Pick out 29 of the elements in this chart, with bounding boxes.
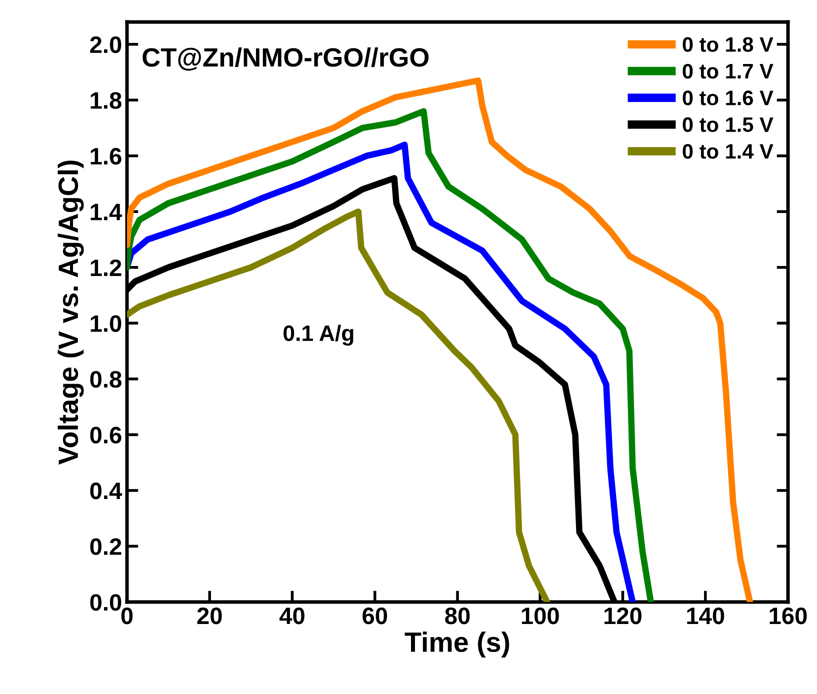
y-tick-label: 2.0 (90, 36, 122, 54)
legend-label: 0 to 1.4 V (682, 144, 774, 159)
x-tick-label: 140 (687, 607, 724, 624)
x-tick-label: 60 (362, 607, 388, 624)
y-tick-label: 1.8 (90, 92, 122, 109)
x-tick-label: 0 (121, 607, 133, 624)
x-tick-label: 120 (604, 607, 642, 624)
y-tick-label: 0.6 (90, 426, 122, 444)
legend-label: 0 to 1.6 V (682, 90, 774, 106)
x-tick-label: 80 (445, 607, 470, 624)
y-tick-label: 0.4 (90, 482, 122, 500)
y-tick-label: 1.2 (90, 259, 122, 276)
y-axis-title: Voltage (V vs. Ag/AgCl) (58, 160, 84, 465)
legend-label: 0 to 1.7 V (682, 64, 774, 79)
y-tick-label: 0.2 (90, 538, 122, 556)
annotation: 0.1 A/g (284, 324, 354, 346)
x-tick-label: 20 (197, 607, 222, 624)
y-tick-label: 0.0 (90, 594, 122, 611)
x-tick-label: 40 (279, 607, 304, 624)
x-axis-title: Time (s) (404, 632, 510, 658)
y-tick-label: 1.6 (90, 148, 122, 165)
legend-label: 0 to 1.5 V (682, 117, 774, 132)
x-tick-label: 160 (770, 607, 807, 624)
legend-label: 0 to 1.8 V (682, 37, 774, 52)
y-tick-label: 0.8 (90, 370, 122, 388)
x-tick-label: 100 (522, 607, 559, 624)
annotation: CT@Zn/NMO-rGO//rGO (142, 47, 429, 71)
y-tick-label: 1.0 (90, 315, 122, 332)
y-tick-label: 1.4 (90, 204, 122, 220)
